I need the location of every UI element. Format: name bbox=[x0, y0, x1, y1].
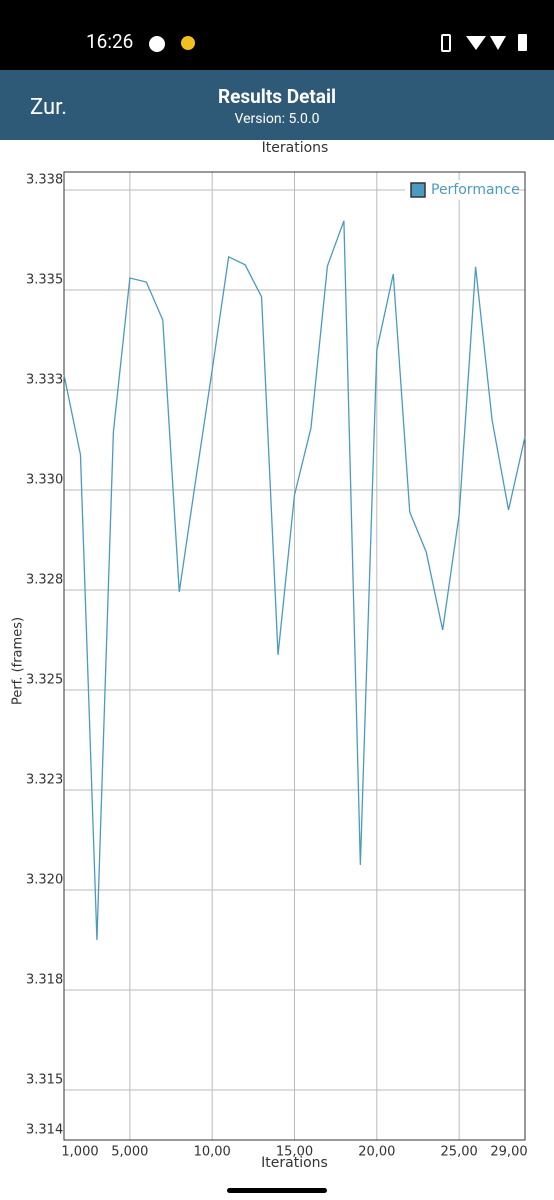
subtitle: Version: 5.0.0 bbox=[234, 111, 320, 127]
x-tick-label: 29,00 bbox=[490, 1145, 527, 1160]
y-tick-label: 3.328 bbox=[26, 573, 63, 588]
legend-swatch bbox=[410, 182, 426, 198]
top-axis-label: Iterations bbox=[262, 140, 329, 156]
y-tick-label: 3.333 bbox=[26, 373, 63, 388]
legend-label: Performance bbox=[431, 182, 520, 198]
y-tick-label: 3.315 bbox=[26, 1073, 63, 1088]
x-axis-label: Iterations bbox=[261, 1155, 328, 1171]
data-line bbox=[63, 220, 526, 941]
back-button[interactable]: Zur. bbox=[30, 95, 68, 120]
x-tick-label: 10,00 bbox=[194, 1145, 231, 1160]
y-tick-label: 3.318 bbox=[26, 973, 63, 988]
title: Results Detail bbox=[217, 85, 337, 108]
y-tick-label: 3.314 bbox=[26, 1123, 63, 1138]
y-tick-label: 3.338 bbox=[26, 173, 63, 188]
nav-handle bbox=[227, 1188, 327, 1193]
status-icons bbox=[149, 34, 527, 52]
y-tick-label: 3.335 bbox=[26, 273, 63, 288]
legend-bg bbox=[405, 180, 517, 200]
x-tick-label: 1,000 bbox=[61, 1145, 98, 1160]
chart: Iterations 3.314 3.315 3.318 3.320 3.323 3.32… bbox=[11, 140, 528, 1193]
x-tick-label: 25,00 bbox=[441, 1145, 478, 1160]
y-tick-label: 3.330 bbox=[26, 473, 63, 488]
y-axis-label: Perf. (frames) bbox=[11, 617, 26, 705]
plot-frame bbox=[63, 171, 526, 1141]
x-tick-label: 15,00 bbox=[276, 1145, 313, 1160]
status-bar: 16:26 bbox=[0, 0, 554, 70]
x-tick-label: 5,000 bbox=[111, 1145, 148, 1160]
app-bar: Zur. Results Detail Version: 5.0.0 bbox=[0, 70, 554, 140]
y-tick-label: 3.323 bbox=[26, 773, 63, 788]
y-tick-label: 3.320 bbox=[26, 873, 63, 888]
x-tick-label: 20,00 bbox=[358, 1145, 395, 1160]
y-tick-label: 3.325 bbox=[26, 673, 63, 688]
clock: 16:26 bbox=[86, 30, 134, 53]
